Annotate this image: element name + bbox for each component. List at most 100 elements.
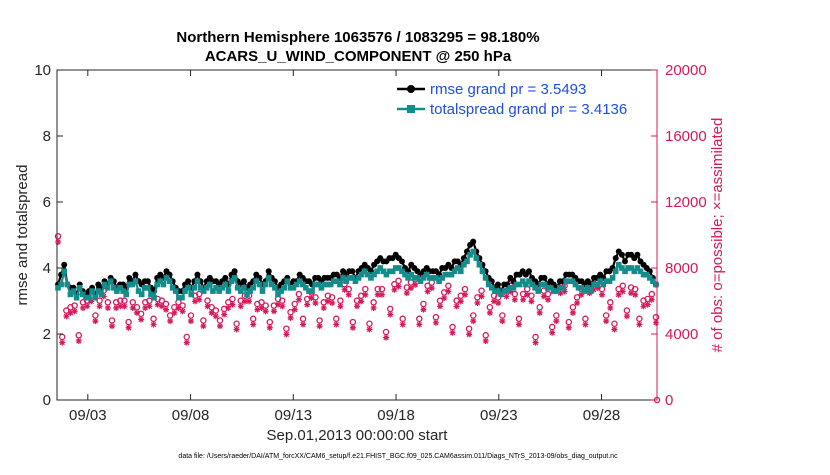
totalspread-point <box>594 281 600 288</box>
obs-possible-marker <box>494 294 502 301</box>
chart-title-line1: Northern Hemisphere 1063576 / 1083295 = … <box>176 29 539 46</box>
totalspread-point <box>163 275 170 281</box>
rmse-point <box>194 271 201 278</box>
obs-assimilated-marker <box>652 319 659 326</box>
obs-assimilated-marker <box>121 303 128 310</box>
obs-assimilated-marker <box>295 296 302 303</box>
obs-assimilated-marker <box>478 293 485 300</box>
obs-possible-marker <box>266 318 274 326</box>
rmse-point <box>541 274 548 281</box>
obs-possible-marker <box>195 290 203 298</box>
totalspread-point <box>529 281 535 288</box>
totalspread-point <box>210 288 216 294</box>
obs-possible-marker <box>478 287 485 294</box>
obs-assimilated-marker <box>55 238 62 245</box>
obs-assimilated-marker <box>71 308 78 315</box>
obs-assimilated-marker <box>437 303 444 310</box>
obs-assimilated-marker <box>354 303 360 310</box>
obs-assimilated-marker <box>461 291 468 298</box>
obs-assimilated-marker <box>387 311 394 318</box>
totalspread-point <box>454 265 461 271</box>
totalspread-point <box>612 268 619 275</box>
obs-possible-marker <box>631 285 639 293</box>
totalspread-point <box>176 294 182 301</box>
obs-assimilated-marker <box>370 304 377 311</box>
totalspread-point <box>309 288 315 294</box>
totalspread-point <box>439 275 445 281</box>
obs-assimilated-marker <box>648 296 655 303</box>
obs-assimilated-marker <box>312 300 319 306</box>
obs-possible-marker <box>582 315 589 323</box>
totalspread-point <box>653 281 659 288</box>
totalspread-point <box>114 288 120 294</box>
obs-possible-marker <box>299 315 307 323</box>
obs-assimilated-marker <box>204 303 211 310</box>
obs-possible-marker <box>108 317 116 324</box>
obs-assimilated-marker <box>540 293 547 300</box>
obs-assimilated-marker <box>486 309 493 316</box>
obs-assimilated-marker <box>138 316 145 323</box>
totalspread-point <box>495 288 501 294</box>
obs-possible-marker <box>453 297 460 304</box>
rmse-point <box>470 238 477 245</box>
totalspread-point <box>457 268 464 275</box>
obs-assimilated-marker <box>329 300 336 306</box>
totalspread-point <box>303 285 309 291</box>
totalspread-point <box>597 278 604 284</box>
obs-possible-marker <box>279 297 286 304</box>
obs-assimilated-marker <box>291 306 298 313</box>
obs-assimilated-marker <box>333 321 340 328</box>
totalspread-point <box>606 278 613 284</box>
obs-assimilated-marker <box>445 288 452 295</box>
totalspread-point <box>445 271 452 278</box>
totalspread-point <box>123 291 129 298</box>
legend-rmse-label: rmse grand pr = 3.5493 <box>430 81 586 98</box>
obs-possible-marker <box>332 315 340 323</box>
rmse-point <box>231 268 238 275</box>
totalspread-point <box>569 278 576 284</box>
totalspread-point <box>287 285 294 291</box>
obs-possible-marker <box>121 297 128 304</box>
obs-assimilated-marker <box>196 296 203 303</box>
obs-possible-marker <box>636 315 643 323</box>
y-left-tick-label: 0 <box>43 392 51 409</box>
obs-assimilated-marker <box>507 288 514 295</box>
totalspread-point <box>343 278 349 284</box>
obs-assimilated-marker <box>428 285 435 292</box>
x-tick-label: 09/23 <box>480 407 518 424</box>
totalspread-point <box>417 278 424 284</box>
obs-assimilated-marker <box>117 303 124 310</box>
totalspread-point <box>70 288 77 294</box>
obs-possible-marker <box>403 284 411 291</box>
obs-possible-marker <box>104 299 112 306</box>
totalspread-point <box>89 288 95 294</box>
totalspread-point <box>399 268 405 275</box>
obs-assimilated-marker <box>474 300 481 306</box>
obs-assimilated-marker <box>578 291 585 298</box>
obs-possible-marker <box>71 302 78 309</box>
totalspread-point <box>253 278 260 284</box>
totalspread-point <box>334 278 340 284</box>
obs-assimilated-marker <box>275 301 282 308</box>
totalspread-point <box>498 291 504 298</box>
obs-possible-marker <box>519 290 527 298</box>
totalspread-point <box>591 281 597 288</box>
obs-possible-marker <box>569 303 577 311</box>
obs-assimilated-marker <box>262 308 269 315</box>
rmse-point <box>621 258 628 265</box>
totalspread-point <box>169 285 176 291</box>
totalspread-point <box>172 288 179 294</box>
totalspread-point <box>383 271 390 278</box>
obs-assimilated-marker <box>59 339 66 346</box>
totalspread-point <box>76 285 83 291</box>
obs-possible-marker <box>573 294 581 301</box>
totalspread-point <box>259 288 266 294</box>
rmse-point <box>618 251 625 258</box>
obs-possible-marker <box>200 317 207 324</box>
obs-assimilated-marker <box>524 291 531 298</box>
obs-assimilated-marker <box>399 321 406 328</box>
totalspread-point <box>408 271 415 278</box>
obs-possible-marker <box>611 320 618 327</box>
totalspread-point <box>281 285 287 291</box>
rmse-point <box>349 268 356 275</box>
